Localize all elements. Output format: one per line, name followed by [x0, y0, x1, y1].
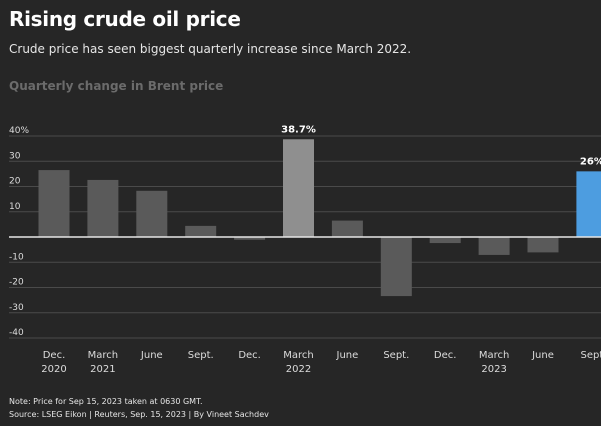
data-label: 38.7% [281, 124, 316, 135]
chart-title: Rising crude oil price [9, 7, 241, 31]
x-tick-label: 2022 [286, 364, 311, 375]
x-tick-label: 2020 [41, 364, 66, 375]
source-note: Source: LSEG Eikon | Reuters, Sep. 15, 2… [9, 410, 269, 419]
x-tick-label: Sept [581, 350, 601, 361]
y-tick-label: 20 [9, 177, 21, 187]
bar [576, 171, 601, 237]
y-tick-label: -10 [9, 252, 24, 262]
x-tick-label: June [140, 350, 163, 361]
x-tick-label: Dec. [434, 350, 457, 361]
data-label: 26% [580, 156, 601, 167]
bar [38, 170, 70, 237]
x-tick-label: March [88, 350, 118, 361]
chart-heading: Quarterly change in Brent price [9, 79, 224, 93]
x-tick-label: Sept. [188, 350, 214, 361]
chart-subtitle: Crude price has seen biggest quarterly i… [9, 42, 412, 56]
y-tick-label: -20 [9, 278, 24, 288]
bar [527, 237, 559, 253]
x-tick-label: 2021 [90, 364, 115, 375]
x-tick-label: Sept. [383, 350, 409, 361]
bar [185, 225, 217, 237]
bar [331, 220, 363, 237]
y-tick-label: 10 [9, 202, 21, 212]
bar [87, 179, 119, 237]
x-tick-label: 2023 [481, 364, 506, 375]
y-tick-label: 30 [9, 151, 21, 161]
bar [380, 237, 412, 297]
x-tick-label: Dec. [43, 350, 66, 361]
x-tick-label: June [531, 350, 554, 361]
footnote: Note: Price for Sep 15, 2023 taken at 06… [9, 397, 203, 406]
bar-chart: 40% 30 20 10 -10 -20 -30 -40 Dec. 2020 March 2021 Ju… [9, 124, 601, 375]
y-tick-label: 40% [9, 126, 29, 136]
y-tick-label: -30 [9, 303, 24, 313]
x-tick-label: June [336, 350, 359, 361]
x-tick-label: March [283, 350, 313, 361]
bar [234, 237, 266, 240]
bar [478, 237, 510, 255]
bar [429, 237, 461, 244]
x-tick-label: March [479, 350, 509, 361]
x-tick-label: Dec. [238, 350, 261, 361]
y-tick-label: -40 [9, 328, 24, 338]
bar [136, 190, 168, 237]
bar [283, 139, 314, 237]
